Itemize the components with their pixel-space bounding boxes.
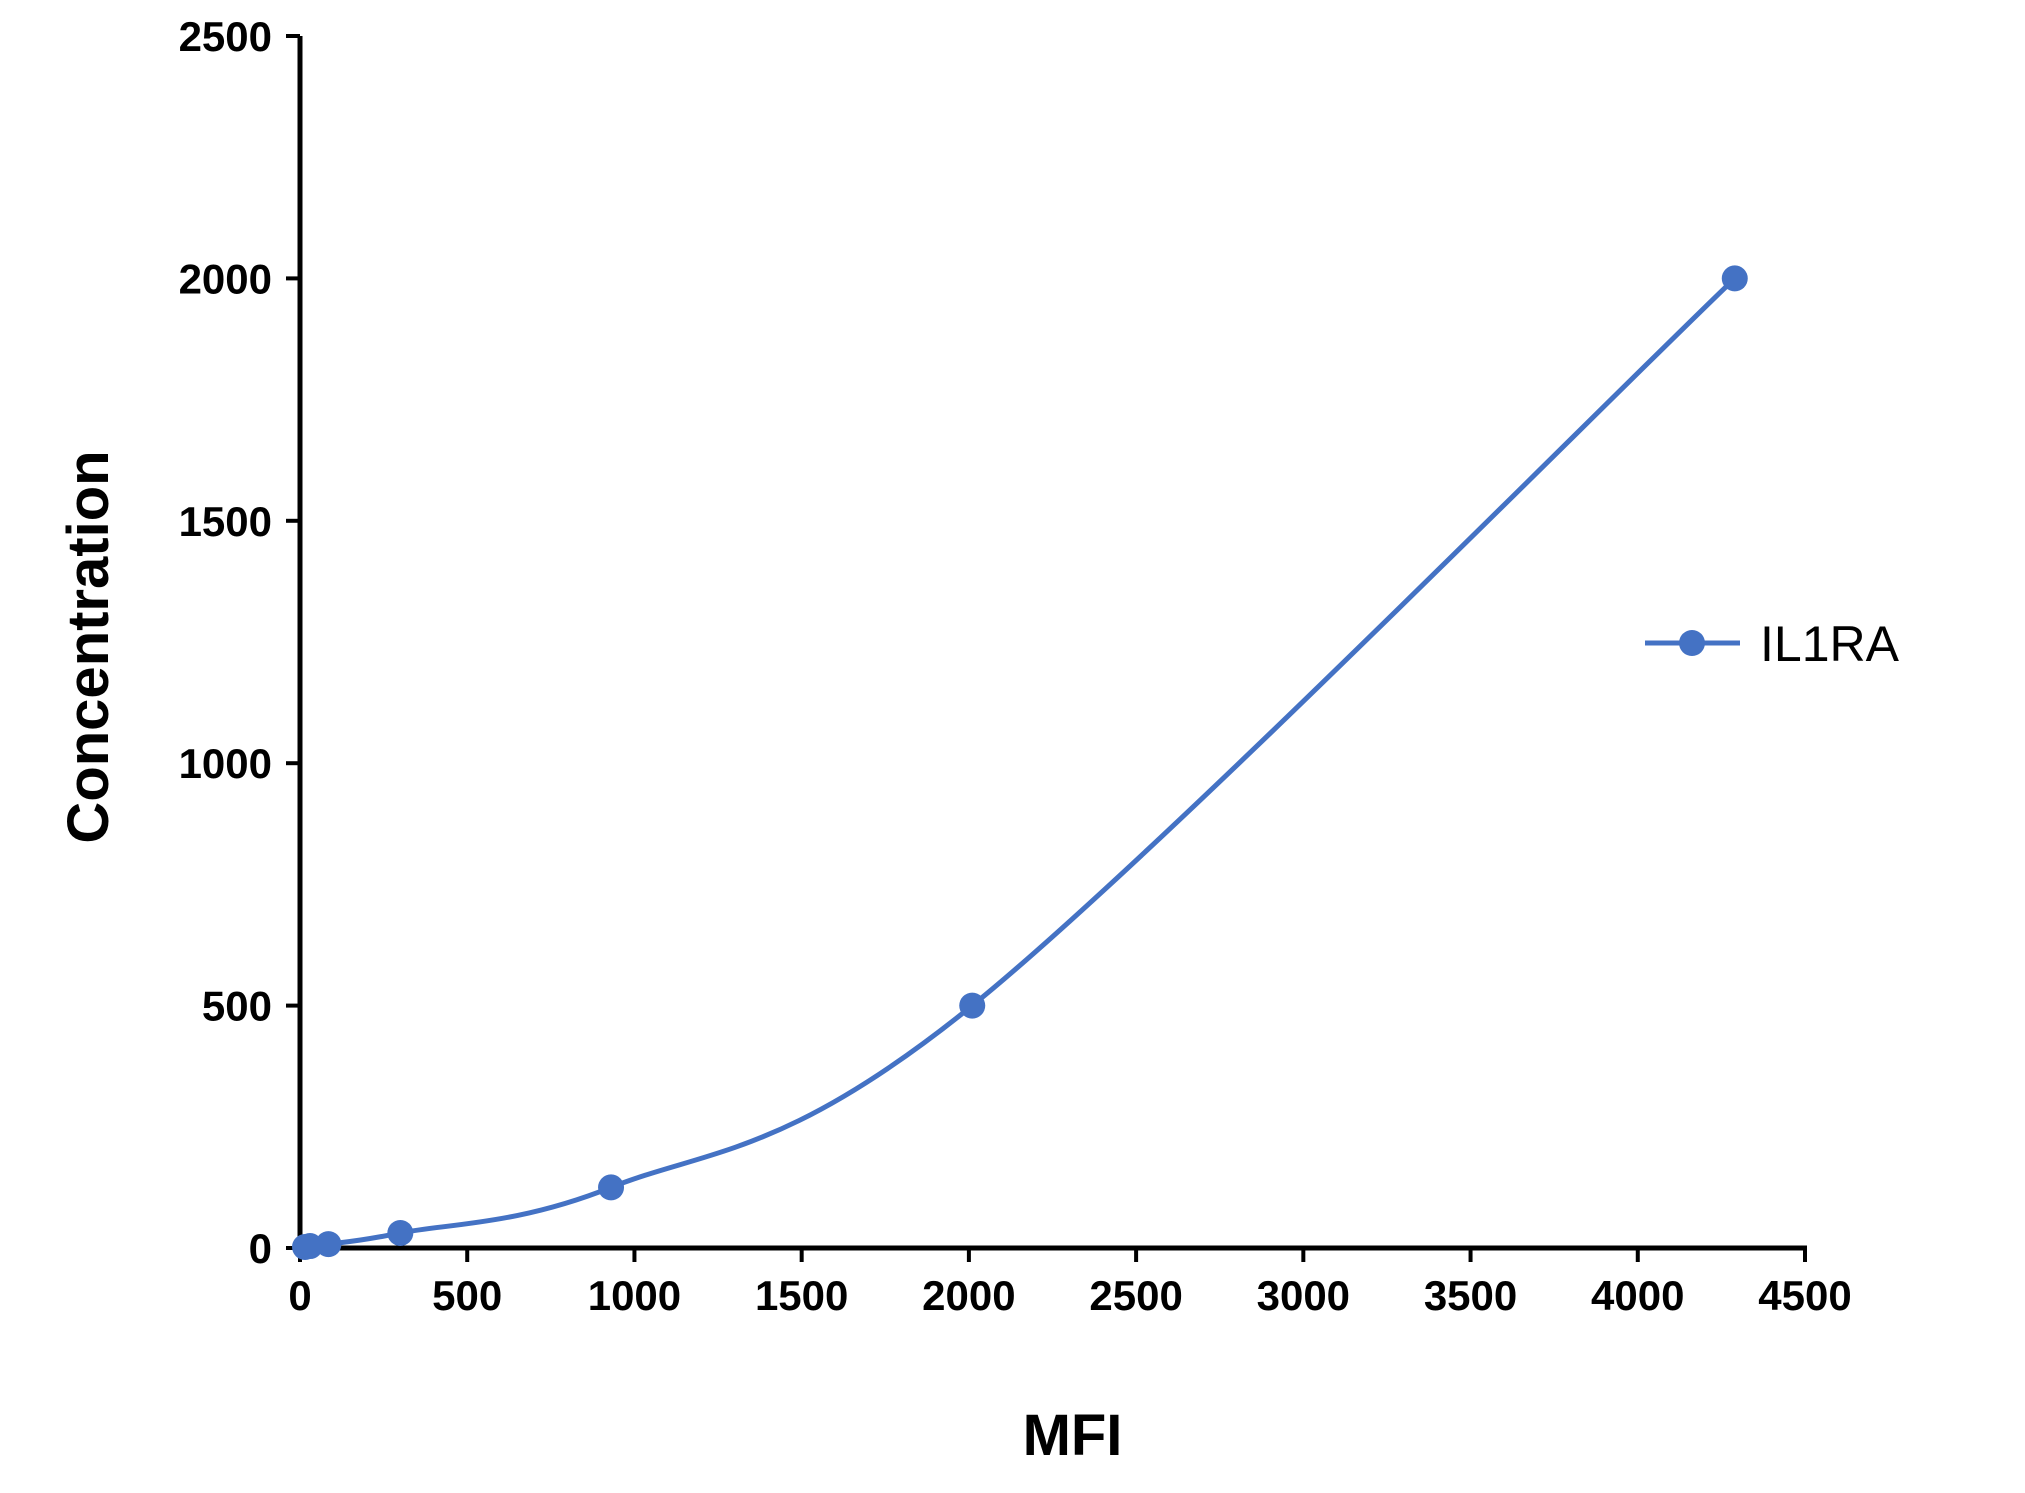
y-tick-label: 500 — [202, 983, 272, 1030]
x-axis-title: MFI — [1023, 1403, 1123, 1468]
x-tick-label: 4500 — [1758, 1272, 1851, 1319]
y-tick-label: 0 — [249, 1225, 272, 1272]
x-tick-label: 2500 — [1089, 1272, 1182, 1319]
y-tick-label: 2000 — [179, 255, 272, 302]
legend: IL1RA — [1645, 616, 1900, 672]
x-tick-label: 0 — [288, 1272, 311, 1319]
legend-label: IL1RA — [1760, 616, 1900, 672]
x-tick-label: 2000 — [922, 1272, 1015, 1319]
x-tick-label: 500 — [432, 1272, 502, 1319]
y-axis-title: Concentration — [56, 450, 121, 843]
series-line-il1ra — [302, 275, 1738, 1250]
y-tick-label: 1500 — [179, 498, 272, 545]
axes — [297, 36, 1807, 1251]
legend-marker — [1679, 630, 1705, 656]
y-axis-ticks: 0 500 1000 1500 2000 2500 — [179, 13, 300, 1272]
x-tick-label: 3000 — [1257, 1272, 1350, 1319]
y-tick-label: 1000 — [179, 740, 272, 787]
data-point — [315, 1231, 342, 1258]
x-axis-ticks: 0 500 1000 1500 2000 2500 3000 3500 4000 4500 — [288, 1248, 1852, 1319]
data-point — [387, 1219, 414, 1246]
series-layer — [292, 265, 1748, 1261]
x-tick-label: 1000 — [588, 1272, 681, 1319]
x-tick-label: 4000 — [1591, 1272, 1684, 1319]
data-point — [959, 992, 986, 1019]
x-tick-label: 1500 — [755, 1272, 848, 1319]
y-tick-label: 2500 — [179, 13, 272, 60]
data-point — [598, 1174, 625, 1201]
data-point — [1721, 265, 1748, 292]
x-tick-label: 3500 — [1424, 1272, 1517, 1319]
